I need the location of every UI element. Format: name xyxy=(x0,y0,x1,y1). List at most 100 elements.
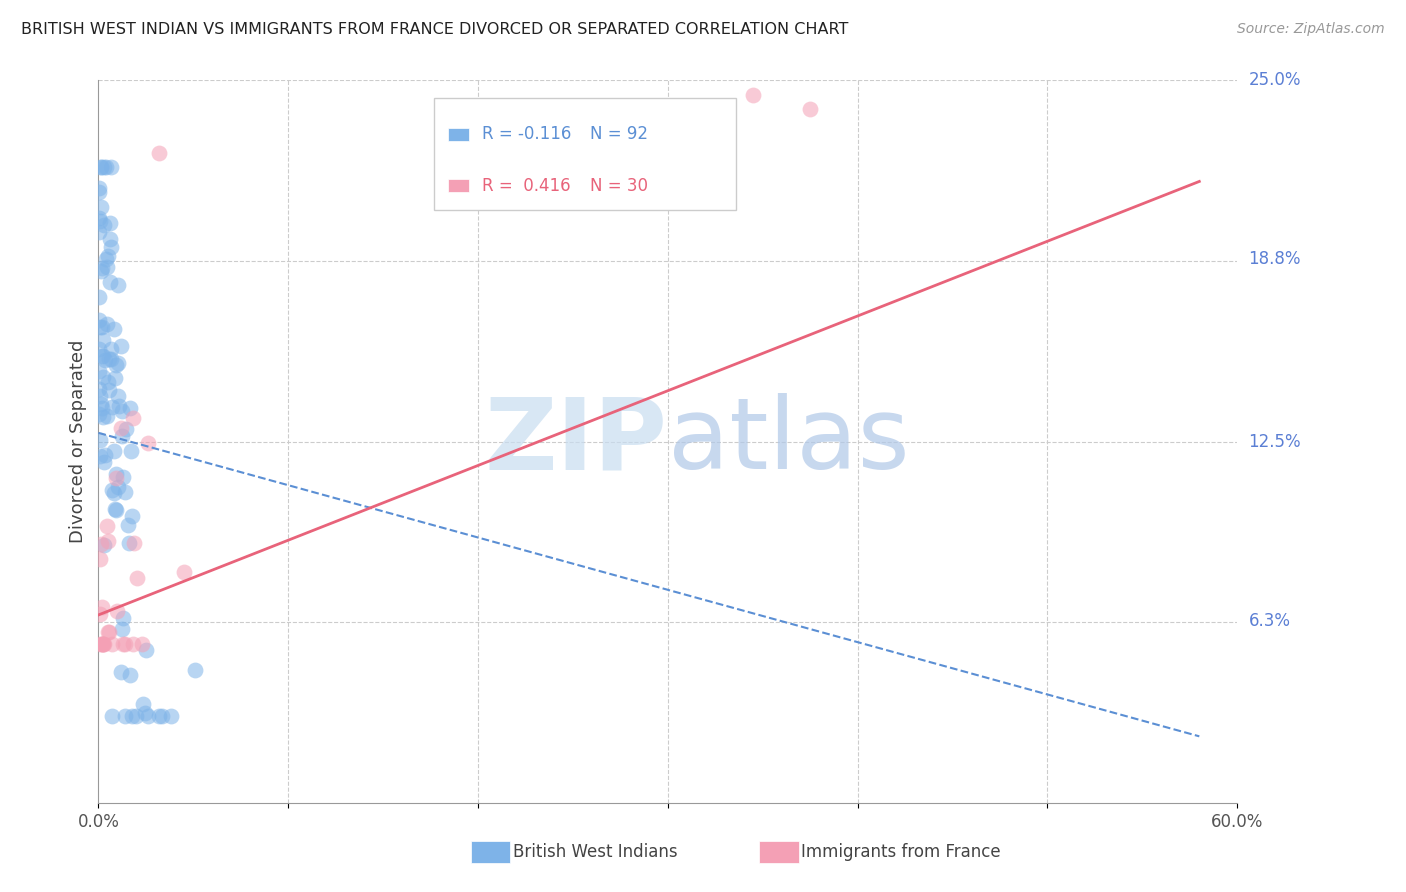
Point xyxy=(112,637,135,651)
Point xyxy=(97,624,120,639)
FancyBboxPatch shape xyxy=(449,128,468,141)
Point xyxy=(90,160,112,174)
Point xyxy=(118,535,141,549)
Point xyxy=(148,145,170,160)
Point xyxy=(150,709,173,723)
Point xyxy=(98,624,121,639)
Point xyxy=(93,455,115,469)
Point xyxy=(93,160,115,174)
Point xyxy=(91,369,114,384)
Point xyxy=(94,353,117,368)
Point xyxy=(90,264,112,278)
Point xyxy=(121,509,143,524)
Point xyxy=(89,290,111,304)
Point xyxy=(93,538,115,552)
Point xyxy=(136,709,159,723)
Point xyxy=(89,211,111,225)
Point xyxy=(89,433,111,447)
Point xyxy=(89,449,111,463)
Point xyxy=(100,352,122,367)
Point xyxy=(122,410,145,425)
Point xyxy=(96,518,118,533)
Point xyxy=(111,470,134,484)
Point xyxy=(89,382,111,396)
Point xyxy=(96,409,118,423)
Point xyxy=(114,637,136,651)
Point xyxy=(103,322,125,336)
Point xyxy=(111,611,134,625)
Point xyxy=(89,637,111,651)
FancyBboxPatch shape xyxy=(434,98,737,211)
Point xyxy=(94,160,117,174)
Point xyxy=(89,342,111,356)
Point xyxy=(135,643,157,657)
Point xyxy=(107,356,129,370)
Point xyxy=(107,480,129,494)
Point xyxy=(90,160,112,174)
Point xyxy=(89,225,111,239)
Point xyxy=(89,407,111,421)
Point xyxy=(173,566,195,580)
Text: ZIP: ZIP xyxy=(485,393,668,490)
Point xyxy=(93,637,115,651)
Point xyxy=(118,401,141,415)
Text: N = 30: N = 30 xyxy=(591,177,648,194)
Point xyxy=(108,400,131,414)
Point xyxy=(90,261,112,276)
Point xyxy=(90,599,112,614)
Point xyxy=(125,709,148,723)
Point xyxy=(114,709,136,723)
Point xyxy=(91,319,114,334)
Point xyxy=(90,397,112,411)
Point xyxy=(97,249,120,263)
Point xyxy=(122,637,145,651)
Point xyxy=(96,317,118,331)
Text: R = -0.116: R = -0.116 xyxy=(482,125,572,144)
Point xyxy=(111,403,134,417)
Point xyxy=(89,313,111,327)
Text: R =  0.416: R = 0.416 xyxy=(482,177,571,194)
Point xyxy=(131,637,153,651)
Point xyxy=(91,637,114,651)
Point xyxy=(103,485,125,500)
Point xyxy=(97,533,120,548)
Point xyxy=(98,232,121,246)
Point xyxy=(120,668,142,682)
Point xyxy=(91,637,114,651)
Point xyxy=(89,607,111,621)
Point xyxy=(134,706,156,720)
Point xyxy=(117,518,139,533)
Point xyxy=(89,552,111,566)
Point xyxy=(90,201,112,215)
Text: Source: ZipAtlas.com: Source: ZipAtlas.com xyxy=(1237,22,1385,37)
Point xyxy=(97,383,120,397)
Point xyxy=(101,637,124,651)
Text: BRITISH WEST INDIAN VS IMMIGRANTS FROM FRANCE DIVORCED OR SEPARATED CORRELATION : BRITISH WEST INDIAN VS IMMIGRANTS FROM F… xyxy=(21,22,848,37)
Point xyxy=(103,444,125,458)
Point xyxy=(111,623,134,637)
Point xyxy=(93,410,115,425)
Point xyxy=(104,501,127,516)
Point xyxy=(101,709,124,723)
Point xyxy=(89,181,111,195)
Point xyxy=(100,342,122,356)
Point xyxy=(89,185,111,199)
Point xyxy=(107,389,129,403)
Text: British West Indians: British West Indians xyxy=(513,843,678,861)
Point xyxy=(105,358,128,372)
Point xyxy=(105,604,128,618)
Point xyxy=(89,320,111,334)
Point xyxy=(742,87,765,102)
Point xyxy=(121,709,143,723)
Point xyxy=(94,448,117,462)
Point xyxy=(111,429,134,443)
Text: 6.3%: 6.3% xyxy=(1249,612,1291,630)
Point xyxy=(124,536,146,550)
Point xyxy=(114,484,136,499)
Point xyxy=(91,350,114,364)
Point xyxy=(100,240,122,254)
Point xyxy=(90,537,112,551)
Point xyxy=(136,436,159,450)
Point xyxy=(91,637,114,651)
Point xyxy=(93,218,115,232)
